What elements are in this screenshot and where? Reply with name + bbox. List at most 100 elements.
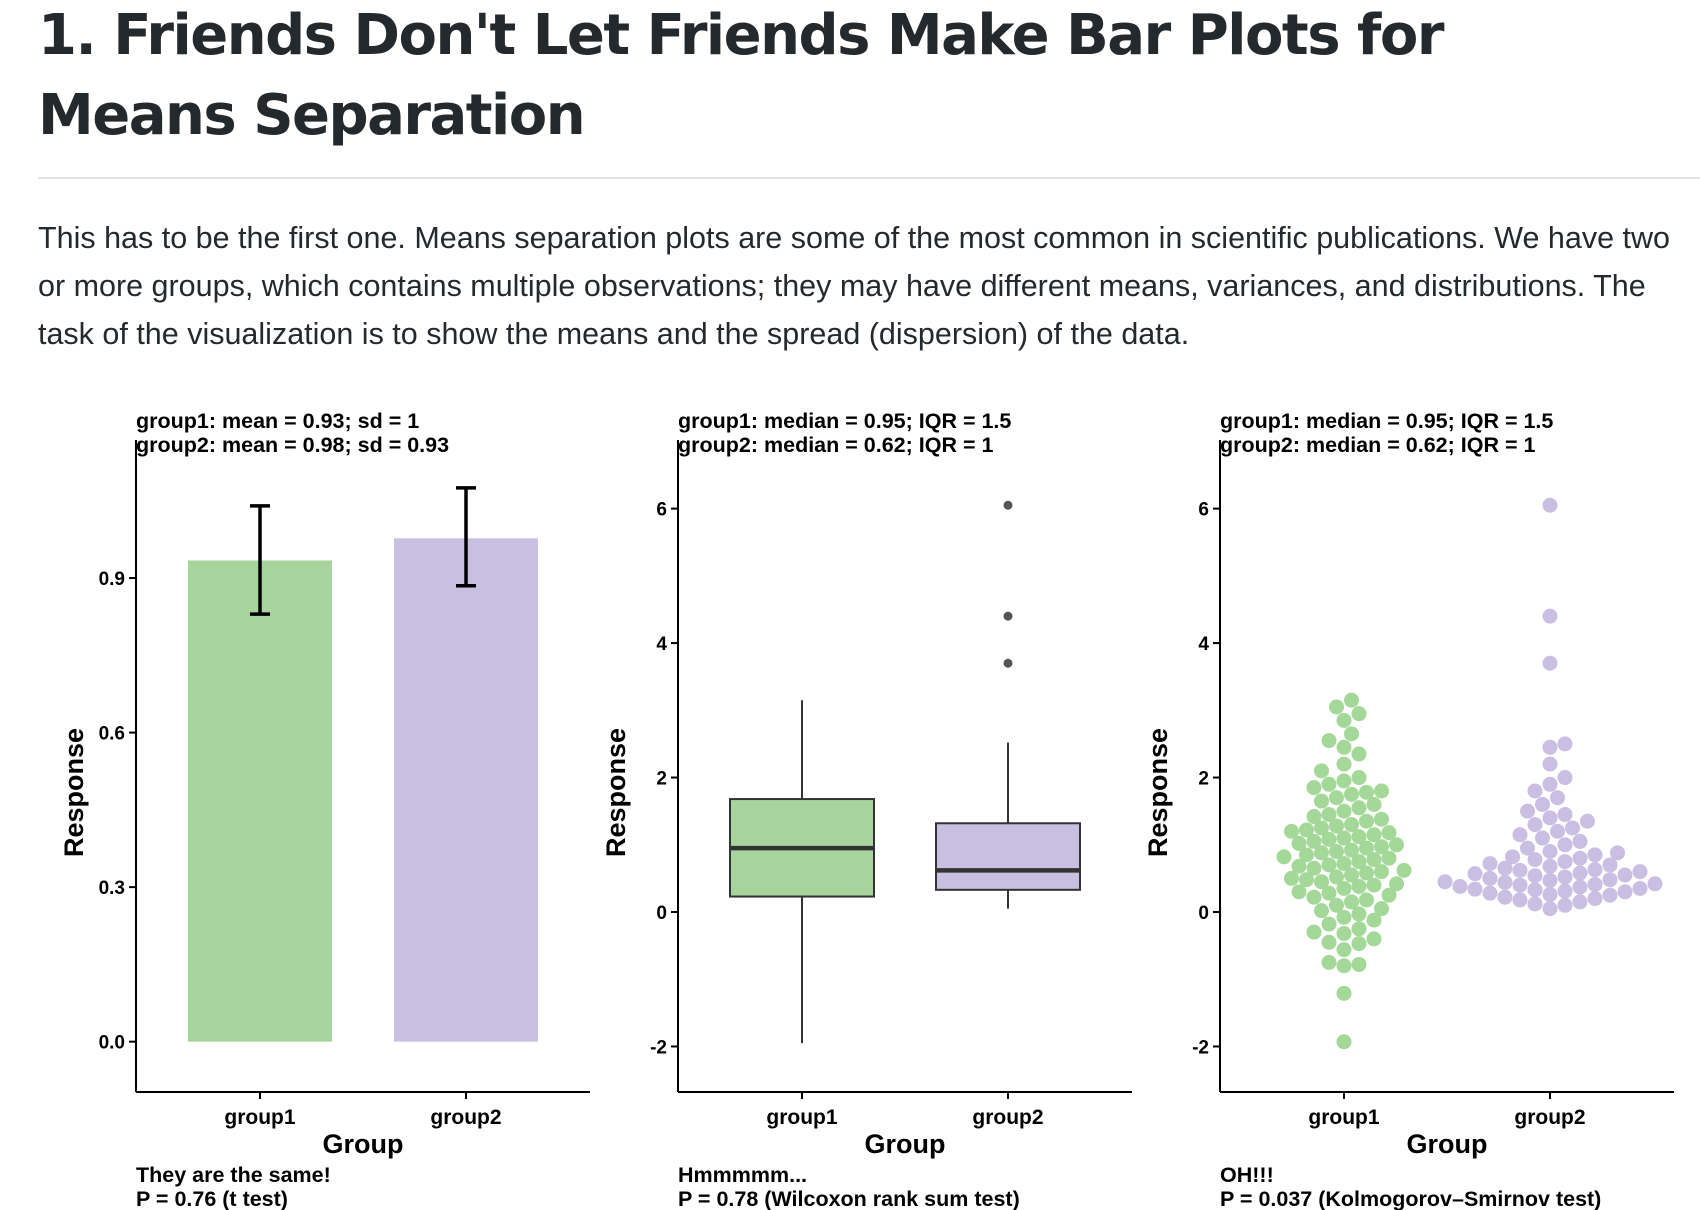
data-point (1299, 872, 1314, 888)
data-point (1617, 867, 1633, 883)
chart-caption-line-1: OH!!! (1220, 1163, 1274, 1187)
data-point (1329, 699, 1344, 715)
data-point (1617, 884, 1633, 900)
data-point (1336, 1034, 1352, 1050)
data-point (1366, 931, 1382, 947)
data-point (1291, 835, 1307, 851)
data-point (1351, 770, 1367, 786)
data-point (1632, 864, 1648, 880)
data-point (1542, 872, 1558, 888)
data-point (1351, 878, 1367, 894)
chart-subtitle-line-2: group2: median = 0.62; IQR = 1 (1220, 433, 1535, 457)
data-point (1336, 985, 1352, 1001)
data-point (1374, 811, 1389, 827)
data-point (1587, 862, 1603, 878)
data-point (1542, 858, 1558, 874)
y-tick-label: 0.0 (99, 1033, 125, 1054)
data-point (1550, 790, 1565, 806)
data-point (1512, 877, 1528, 893)
y-tick-label: -2 (650, 1037, 667, 1058)
data-point (1389, 837, 1404, 853)
heading-divider (38, 177, 1700, 179)
y-tick-label: 0.3 (99, 878, 125, 899)
data-point (1542, 497, 1558, 513)
chart-subtitle-line-2: group2: mean = 0.98; sd = 0.93 (136, 433, 449, 457)
y-axis-title: Response (59, 728, 89, 857)
data-point (1497, 889, 1513, 905)
data-point (1557, 869, 1573, 885)
data-point (1306, 889, 1322, 905)
data-point (1366, 877, 1382, 893)
y-tick-label: 6 (656, 500, 667, 521)
y-tick-label: 0.6 (99, 724, 125, 745)
data-point (1344, 786, 1359, 802)
error-bar-group1 (250, 504, 270, 616)
data-point (1542, 776, 1558, 792)
data-point (1587, 891, 1603, 907)
boxplot-group1 (729, 700, 875, 1044)
data-point (1329, 790, 1344, 806)
chart-caption-line-1: Hmmmmm... (678, 1163, 807, 1187)
data-point (1329, 897, 1344, 913)
data-point (1381, 887, 1397, 903)
data-point (1572, 833, 1588, 849)
data-point (1329, 869, 1344, 885)
data-point (1580, 813, 1595, 829)
data-point (1437, 874, 1453, 890)
data-point (1329, 818, 1344, 834)
y-tick-label: 4 (656, 634, 667, 655)
data-point (1482, 870, 1498, 886)
beeswarm-group2 (1437, 497, 1663, 917)
data-point (1542, 901, 1558, 917)
data-point (1351, 854, 1367, 870)
data-point (1336, 942, 1352, 958)
data-point (1542, 756, 1558, 772)
data-point (1321, 733, 1337, 749)
bar-group1 (188, 560, 332, 1042)
data-point (1557, 854, 1573, 870)
data-point (1329, 843, 1344, 859)
data-point (1306, 924, 1322, 940)
y-tick-label: 0.9 (99, 569, 125, 590)
data-point (1321, 776, 1337, 792)
data-point (1336, 830, 1352, 846)
data-point (1344, 867, 1359, 883)
data-point (1602, 887, 1618, 903)
data-point (1632, 880, 1648, 896)
data-point (1336, 773, 1352, 789)
data-point (1512, 892, 1528, 908)
data-point (1321, 885, 1337, 901)
data-point (1602, 872, 1618, 888)
data-point (1336, 756, 1352, 772)
chart-caption-line-2: P = 0.78 (Wilcoxon rank sum test) (678, 1187, 1020, 1210)
data-point (1299, 822, 1314, 838)
data-point (1512, 827, 1528, 843)
data-point (1520, 803, 1535, 819)
data-point (1306, 860, 1322, 876)
data-point (1321, 916, 1337, 932)
data-point (1344, 726, 1359, 742)
data-point (1389, 876, 1404, 892)
data-point (1527, 896, 1543, 912)
data-point (1396, 862, 1412, 878)
box-iqr (935, 822, 1081, 891)
outlier-point (1003, 500, 1013, 510)
y-axis-title: Response (1143, 728, 1173, 857)
data-point (1314, 820, 1329, 836)
data-point (1351, 906, 1367, 922)
data-point (1520, 840, 1535, 856)
chart-caption-line-2: P = 0.037 (Kolmogorov–Smirnov test) (1220, 1187, 1601, 1210)
chart-panel-2: group1: median = 0.95; IQR = 1.5group2: … (601, 409, 1132, 1210)
data-point (1351, 746, 1367, 762)
data-point (1647, 876, 1663, 892)
chart-subtitle-line-2: group2: median = 0.62; IQR = 1 (678, 433, 993, 457)
data-point (1336, 880, 1352, 896)
data-point (1572, 879, 1588, 895)
data-point (1557, 736, 1573, 752)
data-point (1336, 909, 1352, 925)
chart-caption-line-1: They are the same! (136, 1163, 331, 1187)
data-point (1527, 882, 1543, 898)
data-point (1550, 823, 1565, 839)
